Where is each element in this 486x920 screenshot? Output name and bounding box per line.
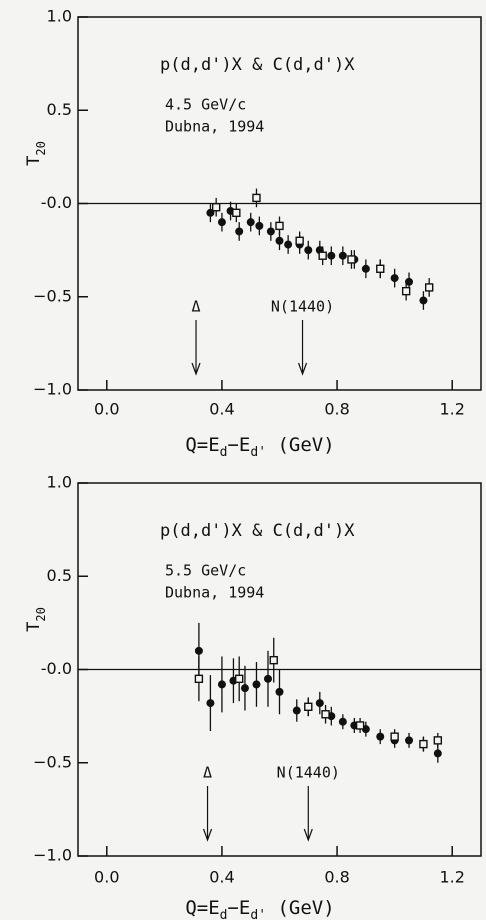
square-marker — [321, 710, 330, 719]
arrow-label: N(1440) — [277, 764, 340, 782]
x-tick-label: 0.0 — [94, 400, 119, 419]
circle-marker — [240, 684, 249, 693]
circle-marker — [235, 227, 244, 236]
annotation: 5.5 GeV/c — [165, 562, 246, 580]
square-marker — [252, 193, 261, 203]
y-tick-label: 1.0 — [47, 473, 72, 492]
y-tick-label: 0.5 — [47, 100, 72, 119]
y-axis-label: T20 — [24, 141, 48, 166]
circle-marker — [315, 699, 324, 708]
x-axis-label: Q=Ed−Ed' (GeV) — [185, 434, 334, 461]
y-tick-label: -0.0 — [41, 659, 72, 678]
x-axis-label-part: −E — [227, 434, 250, 456]
x-tick-label: 0.4 — [209, 868, 234, 887]
square-marker — [211, 203, 221, 212]
square-marker — [269, 655, 278, 665]
circle-marker — [292, 706, 301, 715]
circle-marker — [284, 240, 293, 249]
x-axis-label: Q=Ed−Ed' (GeV) — [185, 897, 334, 920]
circle-marker — [266, 227, 275, 236]
square-marker — [433, 736, 443, 745]
circle-marker — [405, 736, 414, 745]
y-tick-label: −1.0 — [33, 846, 72, 865]
y-tick-label: -0.0 — [41, 193, 72, 212]
circle-marker — [405, 277, 414, 286]
y-axis-label: T20 — [24, 607, 48, 632]
arrow-head — [191, 362, 201, 376]
y-tick-label: −0.5 — [33, 752, 72, 771]
square-marker — [295, 236, 304, 246]
y-tick-label: 1.0 — [47, 7, 72, 26]
square-marker — [304, 702, 313, 711]
x-axis-label-part: d' — [250, 908, 266, 920]
square-marker — [390, 732, 399, 741]
x-axis-label-part: d — [220, 908, 228, 920]
square-marker — [232, 208, 241, 218]
y-tick-label: −1.0 — [33, 380, 72, 399]
circle-marker — [433, 749, 442, 758]
chart-title: p(d,d')X & C(d,d')X — [160, 55, 355, 75]
x-tick-label: 0.4 — [209, 400, 234, 419]
x-axis-label-part: d — [220, 445, 228, 460]
x-axis-label-part: d' — [250, 445, 266, 460]
circle-marker — [217, 218, 226, 227]
circle-marker — [327, 251, 336, 260]
arrow-label: Δ — [192, 298, 201, 316]
arrow-head — [202, 828, 213, 842]
circle-marker — [194, 646, 203, 655]
square-marker — [275, 221, 284, 231]
circle-marker — [338, 251, 347, 260]
arrow-head — [303, 828, 313, 842]
circle-marker — [419, 296, 428, 305]
y-axis-label-part: 20 — [34, 607, 48, 621]
y-tick-label: 0.5 — [47, 566, 72, 585]
x-tick-label: 1.2 — [439, 400, 464, 419]
square-marker — [194, 674, 204, 684]
annotation: Dubna, 1994 — [165, 584, 264, 602]
arrow-label: N(1440) — [271, 298, 334, 316]
square-marker — [376, 264, 385, 273]
x-tick-label: 0.8 — [324, 400, 349, 419]
circle-marker — [275, 236, 284, 245]
circle-marker — [263, 674, 272, 683]
x-axis-label-part: Q=E — [185, 434, 219, 456]
y-tick-label: −0.5 — [33, 286, 72, 305]
circle-marker — [252, 680, 261, 689]
chart-title: p(d,d')X & C(d,d')X — [160, 521, 355, 541]
square-marker — [419, 739, 428, 749]
square-marker — [347, 255, 356, 264]
circle-marker — [206, 699, 215, 708]
x-tick-label: 0.0 — [94, 868, 119, 887]
y-axis-label-part: 20 — [34, 141, 48, 155]
circle-marker — [217, 680, 226, 689]
arrow-head — [297, 362, 308, 376]
circle-marker — [246, 218, 255, 227]
y-axis-label-part: T — [24, 156, 44, 166]
circle-marker — [275, 687, 284, 696]
arrow-label: Δ — [203, 764, 212, 782]
x-axis-label-part: (GeV) — [266, 434, 335, 456]
x-axis-label-part: (GeV) — [266, 897, 335, 919]
square-marker — [401, 286, 411, 296]
circle-marker — [361, 264, 370, 273]
x-axis-label-part: −E — [227, 897, 250, 919]
x-tick-label: 1.2 — [439, 868, 464, 887]
circle-marker — [255, 221, 264, 230]
circle-marker — [304, 246, 313, 255]
square-marker — [234, 674, 244, 684]
annotation: 4.5 GeV/c — [165, 96, 246, 114]
square-marker — [355, 721, 365, 730]
x-tick-label: 0.8 — [324, 868, 349, 887]
square-marker — [424, 283, 434, 292]
square-marker — [318, 251, 327, 260]
circle-marker — [390, 274, 399, 283]
y-axis-label-part: T — [24, 622, 44, 632]
circle-marker — [376, 732, 385, 741]
annotation: Dubna, 1994 — [165, 118, 264, 136]
circle-marker — [338, 717, 347, 726]
x-axis-label-part: Q=E — [185, 897, 219, 919]
